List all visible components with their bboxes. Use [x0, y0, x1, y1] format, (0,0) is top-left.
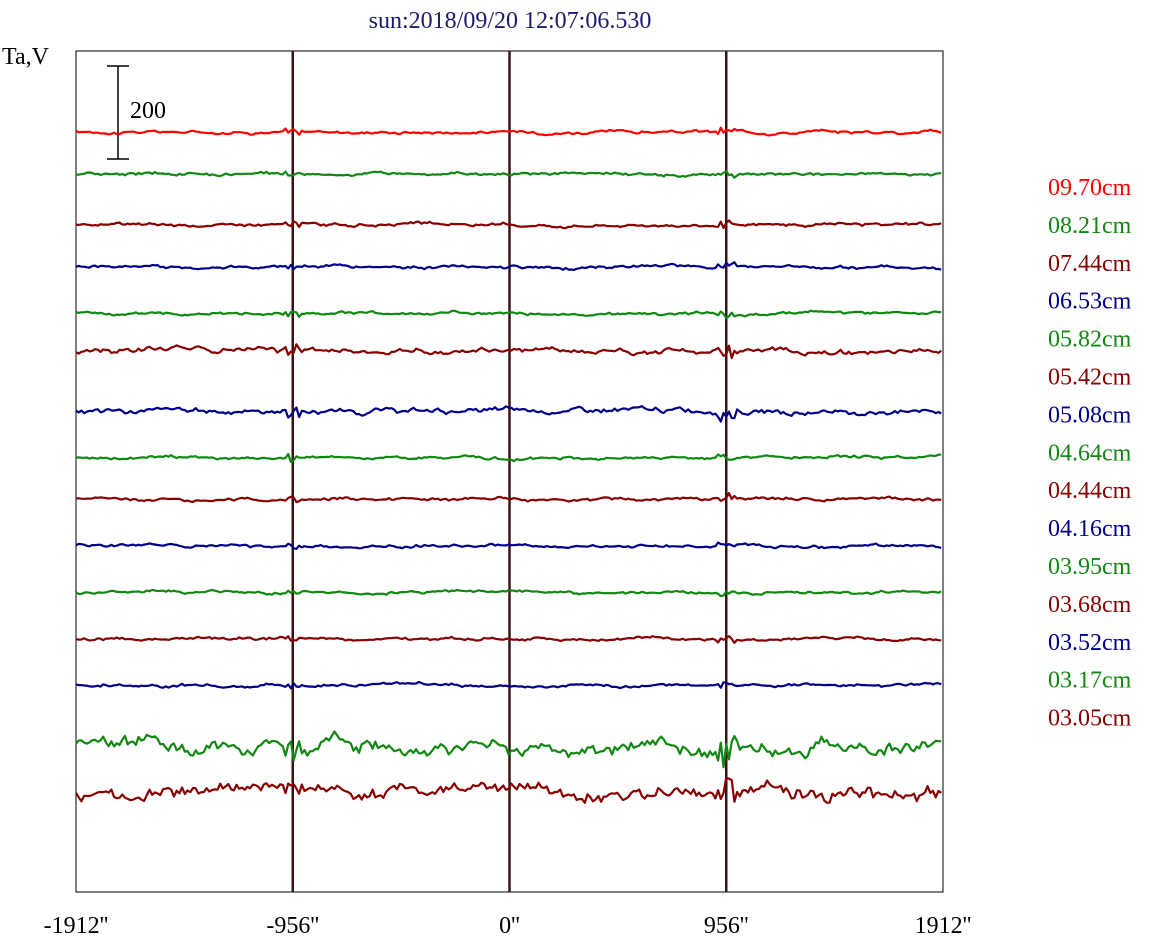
- series-line: [75, 588, 942, 598]
- legend-entry: 05.82cm: [1048, 327, 1132, 353]
- legend-entry: 03.17cm: [1048, 668, 1132, 694]
- series-line: [75, 452, 942, 463]
- scale-bar-label: 200: [130, 98, 166, 124]
- y-axis-label: Ta,V: [2, 44, 50, 70]
- chart-title: sun:2018/09/20 12:07:06.530: [369, 8, 652, 34]
- series-line: [75, 680, 942, 690]
- legend-entry: 03.68cm: [1048, 592, 1132, 618]
- legend-entry: 08.21cm: [1048, 213, 1132, 239]
- series-line: [75, 730, 942, 769]
- legend-entry: 03.05cm: [1048, 706, 1132, 732]
- series-line: [75, 343, 942, 360]
- series-line: [75, 634, 942, 645]
- series-line: [75, 309, 942, 320]
- series-line: [75, 126, 942, 137]
- series-line: [75, 219, 942, 230]
- legend: 09.70cm 08.21cm 07.44cm 06.53cm 05.82cm 05.42…: [1048, 175, 1132, 732]
- x-tick-label: -956'': [266, 913, 319, 939]
- scale-bar: 200: [107, 65, 166, 160]
- series-line: [75, 776, 942, 804]
- legend-entry: 05.42cm: [1048, 365, 1132, 391]
- legend-entry: 05.08cm: [1048, 402, 1132, 428]
- series-line: [75, 541, 942, 551]
- legend-entry: 04.44cm: [1048, 478, 1132, 504]
- legend-entry: 06.53cm: [1048, 289, 1132, 315]
- series-group: [75, 126, 942, 804]
- x-tick-label: 0'': [499, 913, 520, 939]
- series-line: [75, 492, 942, 504]
- x-tick-label: 956'': [704, 913, 749, 939]
- legend-entry: 09.70cm: [1048, 175, 1132, 201]
- series-line: [75, 261, 942, 272]
- legend-entry: 04.16cm: [1048, 516, 1132, 542]
- x-tick-labels: -1912'' -956'' 0'' 956'' 1912'': [44, 913, 972, 939]
- legend-entry: 03.95cm: [1048, 554, 1132, 580]
- legend-entry: 03.52cm: [1048, 630, 1132, 656]
- x-tick-label: 1912'': [915, 913, 972, 939]
- legend-entry: 07.44cm: [1048, 251, 1132, 277]
- vertical-markers: [291, 51, 728, 892]
- x-tick-label: -1912'': [44, 913, 109, 939]
- legend-entry: 04.64cm: [1048, 440, 1132, 466]
- series-line: [75, 405, 942, 423]
- series-line: [75, 170, 942, 179]
